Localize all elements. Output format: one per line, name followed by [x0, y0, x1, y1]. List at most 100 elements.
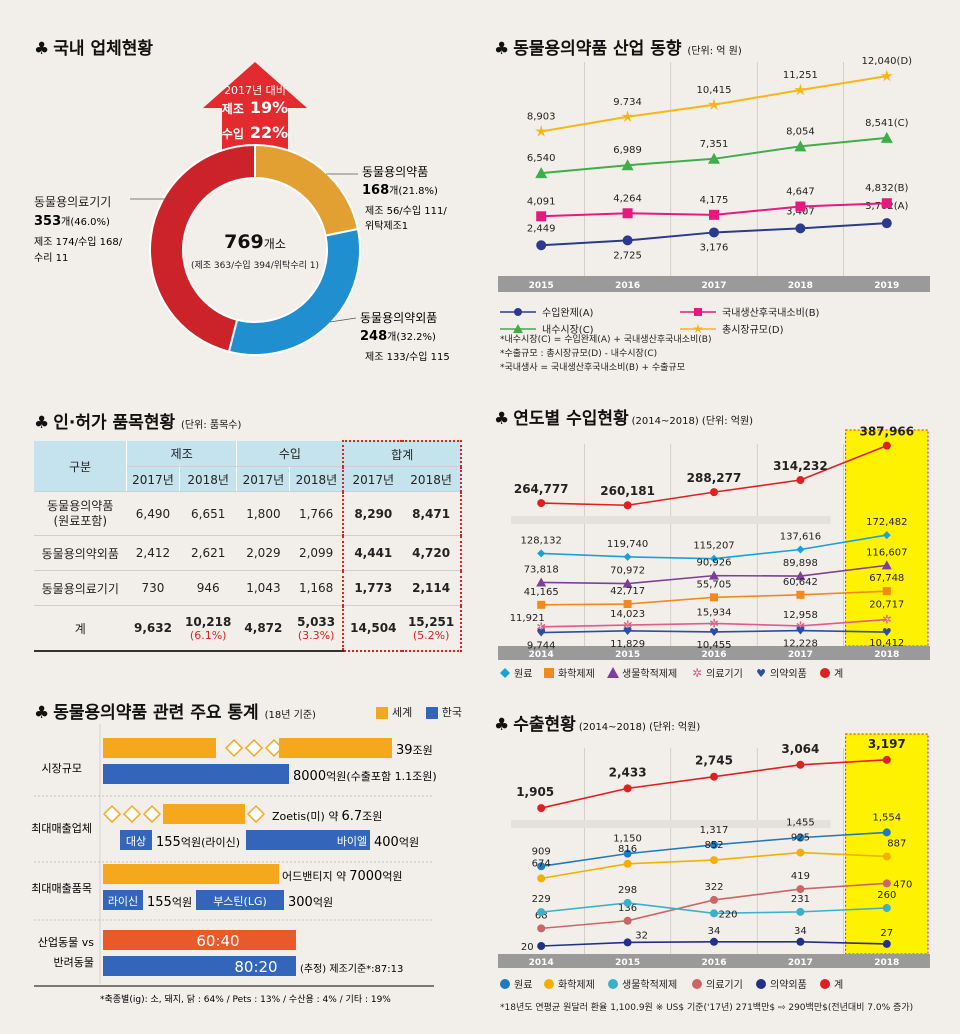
seg-device-detail1: 제조 174/수입 168/	[34, 235, 123, 248]
permit-row-label: 동물용의료기기	[34, 570, 127, 606]
permit-cell: 4,872	[236, 605, 290, 652]
data-label: 288,277	[687, 471, 742, 485]
data-label: 42,717	[610, 586, 645, 597]
club-icon: ♣	[494, 39, 510, 59]
data-label: 73,818	[524, 564, 559, 575]
data-label: 34	[794, 926, 807, 937]
data-label: 2,433	[609, 765, 647, 779]
data-label: 115,207	[693, 541, 734, 552]
svg-text:248개(32.2%): 248개(32.2%)	[360, 329, 436, 344]
table-row: 동물용의료기기 730 946 1,043 1,168 1,773 2,114	[34, 570, 462, 606]
permit-h-group: 구분	[34, 441, 127, 492]
data-point	[796, 937, 805, 946]
data-point	[795, 223, 806, 234]
data-label: 60,642	[783, 577, 818, 588]
permit-h-total: 합계	[342, 440, 462, 467]
permit-row-label: 계	[34, 605, 127, 652]
data-point	[623, 849, 632, 858]
data-point	[623, 898, 632, 907]
data-point: ♥	[882, 626, 892, 639]
world-company-text: Zoetis(미) 약	[272, 809, 338, 823]
legend-label: 의약외품	[770, 979, 807, 991]
data-point	[795, 201, 806, 212]
data-label: 260	[877, 890, 896, 901]
stats-legend: 세계 한국	[376, 704, 462, 720]
data-point	[544, 668, 554, 678]
data-point	[820, 668, 830, 678]
industry-title: ♣ 동물용의약품 산업 동향 (단위: 억 원)	[494, 39, 742, 59]
permit-year: 2018년	[289, 466, 344, 492]
data-label: 90,926	[697, 558, 732, 569]
permit-cell: 2,099	[289, 535, 344, 571]
data-label: 67,748	[869, 573, 904, 584]
world-product-unit: 억원	[382, 870, 402, 883]
domestic-title: ♣ 국내 업체현황	[34, 39, 154, 59]
permit-year: 2017년	[126, 466, 180, 492]
permit-cell: 6,651	[179, 491, 237, 536]
legend-label: 의료기기	[706, 668, 743, 680]
svg-text:769개소: 769개소	[224, 231, 286, 253]
data-label: 1,317	[700, 825, 729, 836]
seg-quasi-detail1: 제조 133/수입 115	[365, 350, 450, 363]
data-label: 34	[708, 926, 721, 937]
data-point	[710, 895, 718, 904]
data-label: 852	[704, 840, 723, 851]
data-label: 9.734	[613, 97, 642, 108]
korea-product-b-value: 300	[288, 895, 313, 910]
data-point	[710, 772, 718, 781]
data-point	[500, 668, 510, 678]
data-point: ♥	[795, 625, 805, 638]
data-label: 9,744	[527, 641, 556, 652]
center-total: 769	[224, 231, 264, 253]
data-label: 70,972	[610, 566, 645, 577]
data-point	[882, 828, 891, 837]
world-company-unit: 조원	[362, 810, 382, 823]
data-label: 260,181	[600, 484, 655, 498]
series-line	[541, 629, 887, 634]
arrow-line3b: 22%	[250, 123, 288, 142]
data-point	[514, 308, 522, 316]
korea-ratio: 80:20	[234, 958, 277, 976]
legend-korea-swatch	[425, 707, 438, 719]
seg-device-count: 353	[34, 214, 61, 229]
permit-row-label: 동물용의약품 (원료포함)	[34, 491, 127, 536]
data-point	[513, 324, 523, 333]
legend-label: 계	[834, 979, 843, 991]
permit-cell: 8,471	[402, 491, 462, 536]
permit-cell: 2,621	[179, 535, 237, 571]
permit-pct: (5.2%)	[412, 628, 450, 642]
stats-footnote: *축종별(ig): 소, 돼지, 닭 : 64% / Pets : 13% / …	[100, 993, 391, 1004]
bar-korea-product-b	[196, 890, 284, 910]
data-label: 264,777	[514, 482, 569, 496]
data-point	[694, 308, 702, 316]
row-label-product: 최대매출품목	[31, 882, 92, 895]
club-icon: ♣	[34, 413, 50, 433]
series-line	[541, 618, 887, 628]
korea-company-b-value: 400	[374, 835, 399, 850]
data-label: 116,607	[866, 547, 907, 558]
world-market-value: 39	[396, 743, 413, 758]
data-point	[709, 570, 719, 580]
data-point	[623, 859, 632, 868]
data-label: 4,091	[527, 196, 556, 207]
legend-label: 생물학적제제	[622, 668, 677, 680]
data-point	[535, 167, 548, 179]
data-point: ♥	[756, 667, 766, 680]
diamond-icon	[224, 738, 284, 758]
club-icon: ♣	[34, 703, 50, 723]
korea-market-unit: 억원(수출포함 1.1조원)	[326, 770, 437, 783]
data-point	[622, 208, 633, 219]
permit-year: 2018년	[179, 466, 238, 492]
legend-label: 계	[834, 668, 843, 680]
data-point	[796, 545, 805, 554]
table-row: 계 9,632 10,218 (6.1%) 4,872 5,033 (3.3%) 1…	[34, 605, 462, 652]
permit-cell: 1,766	[289, 491, 344, 536]
permit-cell: 1,800	[236, 491, 290, 536]
data-label: 11,829	[610, 639, 645, 650]
data-point	[881, 218, 892, 229]
growth-arrow	[203, 62, 307, 150]
permit-cell: 1,168	[289, 570, 344, 606]
x-tick-label: 2015	[615, 958, 640, 968]
data-point	[880, 69, 893, 82]
